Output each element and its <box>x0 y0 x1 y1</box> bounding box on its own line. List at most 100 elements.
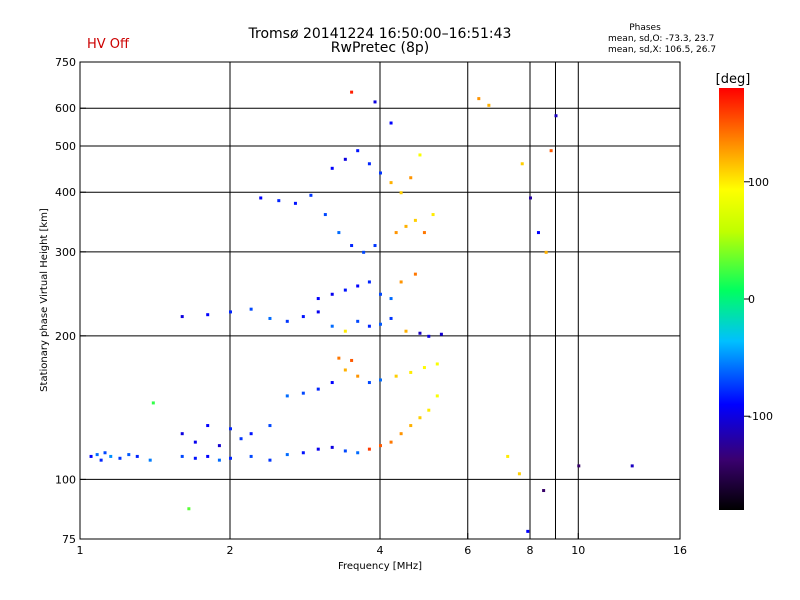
scatter-point <box>542 489 546 493</box>
scatter-point <box>316 297 320 301</box>
scatter-point <box>435 362 439 366</box>
scatter-point <box>330 166 334 170</box>
scatter-point <box>379 378 382 382</box>
scatter-point <box>379 322 382 326</box>
scatter-point <box>151 401 155 405</box>
x-tick-label: 2 <box>227 544 234 557</box>
scatter-point <box>356 374 360 378</box>
scatter-point <box>350 244 354 248</box>
scatter-point <box>577 464 581 468</box>
colorbar-tick-label: 0 <box>748 293 755 306</box>
scatter-point <box>439 332 443 336</box>
scatter-point <box>409 424 413 428</box>
scatter-point <box>337 231 341 235</box>
y-axis-label: Stationary phase Virtual Height [km] <box>39 208 50 392</box>
scatter-point <box>394 231 398 235</box>
scatter-point <box>422 366 426 370</box>
x-tick-label: 10 <box>571 544 585 557</box>
scatter-point <box>330 381 334 385</box>
scatter-point <box>418 416 422 420</box>
scatter-point <box>193 456 197 460</box>
scatter-point <box>356 284 360 288</box>
scatter-point <box>422 231 426 235</box>
x-tick-label: 16 <box>673 544 687 557</box>
y-tick-labels: 750 600 500 400 300 200 100 75 <box>55 56 86 546</box>
scatter-point <box>249 432 253 436</box>
scatter-point <box>399 191 403 195</box>
scatter-point <box>389 121 393 125</box>
y-tick-label: 400 <box>55 186 76 199</box>
x-tick-label: 1 <box>77 544 84 557</box>
scatter-point <box>399 280 403 284</box>
y-tick-label: 600 <box>55 102 76 115</box>
scatter-point <box>526 529 530 533</box>
scatter-point <box>517 472 521 476</box>
scatter-point <box>148 458 152 462</box>
scatter-point <box>180 432 184 436</box>
scatter-point <box>293 201 297 205</box>
scatter-point <box>301 391 305 395</box>
scatter-point <box>379 444 382 448</box>
scatter-point <box>330 292 334 296</box>
scatter-point <box>103 451 107 455</box>
scatter-point <box>229 427 232 431</box>
x-tick-label: 8 <box>527 544 534 557</box>
scatter-point <box>229 456 232 460</box>
scatter-point <box>343 368 347 372</box>
scatter-point <box>379 292 382 296</box>
scatter-point <box>413 218 417 222</box>
scatter-point <box>356 451 360 455</box>
grid-lines <box>80 62 680 539</box>
chart-subtitle: RwPretec (8p) <box>330 40 430 56</box>
scatter-point <box>630 464 634 468</box>
stats-o-mode: mean, sd,O: -73.3, 23.7 <box>608 34 715 44</box>
scatter-point <box>409 176 413 180</box>
scatter-points <box>89 90 634 533</box>
scatter-point <box>301 451 305 455</box>
scatter-point <box>373 100 377 104</box>
scatter-point <box>330 324 334 328</box>
scatter-point <box>206 313 210 317</box>
y-tick-label: 75 <box>62 533 76 546</box>
scatter-point <box>135 454 139 458</box>
scatter-point <box>427 334 431 338</box>
scatter-point <box>316 447 320 451</box>
scatter-point <box>356 319 360 323</box>
scatter-point <box>249 307 253 311</box>
scatter-point <box>180 454 184 458</box>
stats-x-mode: mean, sd,X: 106.5, 26.7 <box>608 45 717 55</box>
scatter-point <box>356 149 360 153</box>
chart-title: Tromsø 20141224 16:50:00–16:51:43 <box>248 26 512 42</box>
scatter-point <box>399 432 403 436</box>
scatter-point <box>435 394 439 398</box>
scatter-point <box>506 454 510 458</box>
scatter-point <box>118 456 122 460</box>
scatter-point <box>89 454 93 458</box>
scatter-point <box>217 444 221 448</box>
scatter-point <box>529 196 532 200</box>
scatter-point <box>343 329 347 333</box>
scatter-point <box>337 356 341 360</box>
scatter-point <box>487 103 491 107</box>
colorbar-tick-label: 100 <box>748 176 769 189</box>
scatter-point <box>404 329 408 333</box>
y-tick-label: 500 <box>55 140 76 153</box>
scatter-point <box>418 331 422 335</box>
scatter-point <box>549 149 553 153</box>
x-tick-labels: 1 2 4 6 8 10 16 <box>77 533 687 557</box>
scatter-point <box>127 453 131 457</box>
scatter-point <box>217 458 221 462</box>
scatter-point <box>389 440 393 444</box>
y-tick-label: 750 <box>55 56 76 69</box>
scatter-point <box>343 288 347 292</box>
scatter-point <box>316 387 320 391</box>
y-tick-label: 100 <box>55 473 76 486</box>
scatter-point <box>367 162 371 166</box>
scatter-point <box>536 231 540 235</box>
scatter-point <box>404 224 408 228</box>
scatter-point <box>544 250 548 254</box>
scatter-point <box>229 310 232 314</box>
scatter-point <box>431 213 435 217</box>
scatter-point <box>180 315 184 319</box>
